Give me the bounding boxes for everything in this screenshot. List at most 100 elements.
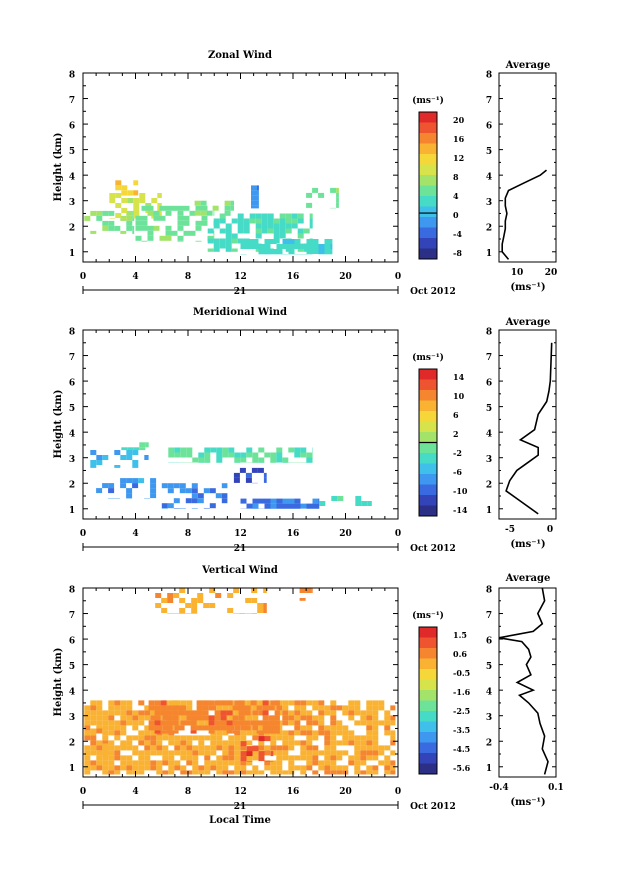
heatmap-cell <box>282 244 289 249</box>
heatmap-cell <box>179 608 186 613</box>
heatmap-cell <box>225 248 232 252</box>
heatmap-cell <box>108 225 115 231</box>
heatmap-cell <box>160 710 167 716</box>
heatmap-cell <box>294 239 301 244</box>
heatmap-cell <box>311 588 313 593</box>
heatmap-cell <box>96 455 103 460</box>
heatmap-cell <box>234 755 241 761</box>
heatmap-cell <box>306 720 313 726</box>
heatmap-cell <box>213 243 220 249</box>
heatmap-cell <box>288 498 295 504</box>
heatmap-cell <box>144 765 151 771</box>
heatmap-cell <box>162 725 169 731</box>
heatmap-cell <box>167 598 174 603</box>
ytick-label: 6 <box>69 637 75 647</box>
heatmap-cell <box>102 483 109 489</box>
heatmap-cell <box>246 452 253 458</box>
heatmap-cell <box>378 760 385 766</box>
heatmap-cell <box>203 488 210 494</box>
xtick-label: 12 <box>234 787 247 797</box>
heatmap-cell <box>222 740 229 746</box>
colorbar-swatch <box>419 700 437 712</box>
heatmap-cell <box>178 705 185 711</box>
ytick-label: 5 <box>69 662 75 672</box>
heatmap-cell <box>282 755 289 761</box>
heatmap-cell <box>108 715 115 721</box>
heatmap-cell <box>240 244 247 249</box>
heatmap-cell <box>300 730 307 736</box>
heatmap-cell <box>244 725 251 731</box>
ytick-label: 4 <box>69 688 75 698</box>
heatmap-cell <box>336 725 343 731</box>
heatmap-cell <box>153 215 160 221</box>
ytick-label: 7 <box>69 611 75 621</box>
ytick-label: 7 <box>69 353 75 363</box>
heatmap-cell <box>384 755 391 761</box>
heatmap-cell <box>144 705 151 711</box>
ytick-label: 6 <box>69 122 75 132</box>
colorbar-swatch <box>419 400 437 412</box>
heatmap-cell <box>312 498 319 504</box>
heatmap-cell <box>274 730 280 734</box>
colorbar-tick: 12 <box>453 153 464 163</box>
heatmap-cell <box>180 765 187 771</box>
xtick-label: 12 <box>234 272 247 282</box>
heatmap-cell <box>121 190 128 196</box>
heatmap-cell <box>216 735 223 741</box>
heatmap-cell <box>114 465 121 468</box>
colorbar-tick: -6 <box>453 467 462 477</box>
heatmap-cell <box>306 244 313 249</box>
heatmap-cell <box>179 588 186 593</box>
heatmap-cell <box>191 598 198 603</box>
heatmap-cell <box>234 745 241 751</box>
colorbar-tick: 10 <box>453 391 465 401</box>
heatmap-cell <box>102 720 109 726</box>
heatmap-cell <box>114 225 121 231</box>
heatmap-cell <box>306 740 313 746</box>
colorbar-frame <box>418 368 438 517</box>
heatmap-cell <box>186 447 193 453</box>
heatmap-cell <box>273 228 280 234</box>
heatmap-cell <box>360 745 367 751</box>
heatmap-cell <box>132 210 135 216</box>
heatmap-cell <box>156 735 163 741</box>
heatmap-cell <box>198 457 205 463</box>
heatmap-cell <box>342 735 349 741</box>
heatmap-cell <box>186 745 193 751</box>
heatmap-cell <box>251 598 258 603</box>
heatmap-cell <box>245 598 252 603</box>
heatmap-cell <box>150 730 157 736</box>
heatmap-cell <box>108 750 115 756</box>
heatmap-cell <box>174 765 181 771</box>
heatmap-cell <box>120 483 127 489</box>
xtick-label: 20 <box>339 787 352 797</box>
heatmap-cell <box>151 198 158 203</box>
profile-ytick: 5 <box>486 404 492 414</box>
colorbar-frame <box>418 626 438 775</box>
heatmap-cell <box>177 225 184 231</box>
heatmap-cell <box>237 228 244 234</box>
ytick-label: 8 <box>69 71 75 81</box>
xtick-label: 20 <box>339 529 352 539</box>
heatmap-cell <box>337 496 344 501</box>
heatmap-cell <box>180 740 187 746</box>
heatmap-cell <box>220 700 227 706</box>
heatmap-cell <box>360 715 367 721</box>
heatmap-cell <box>141 240 148 242</box>
heatmap-cell <box>214 715 221 721</box>
heatmap-cell <box>300 725 307 731</box>
xtick-label: 0 <box>395 272 401 282</box>
heatmap-cell <box>245 613 252 614</box>
heatmap-cell <box>270 760 277 766</box>
heatmap-cell <box>114 755 121 761</box>
heatmap-cell <box>144 755 151 761</box>
heatmap-cell <box>144 745 151 751</box>
heatmap-cell <box>252 725 259 731</box>
heatmap-cell <box>273 223 280 229</box>
heatmap-cell <box>282 457 289 463</box>
heatmap-cell <box>262 705 269 711</box>
heatmap-cell <box>261 218 268 224</box>
heatmap-cell <box>226 720 233 726</box>
heatmap-cell <box>360 735 367 741</box>
heatmap-cell <box>336 730 343 736</box>
